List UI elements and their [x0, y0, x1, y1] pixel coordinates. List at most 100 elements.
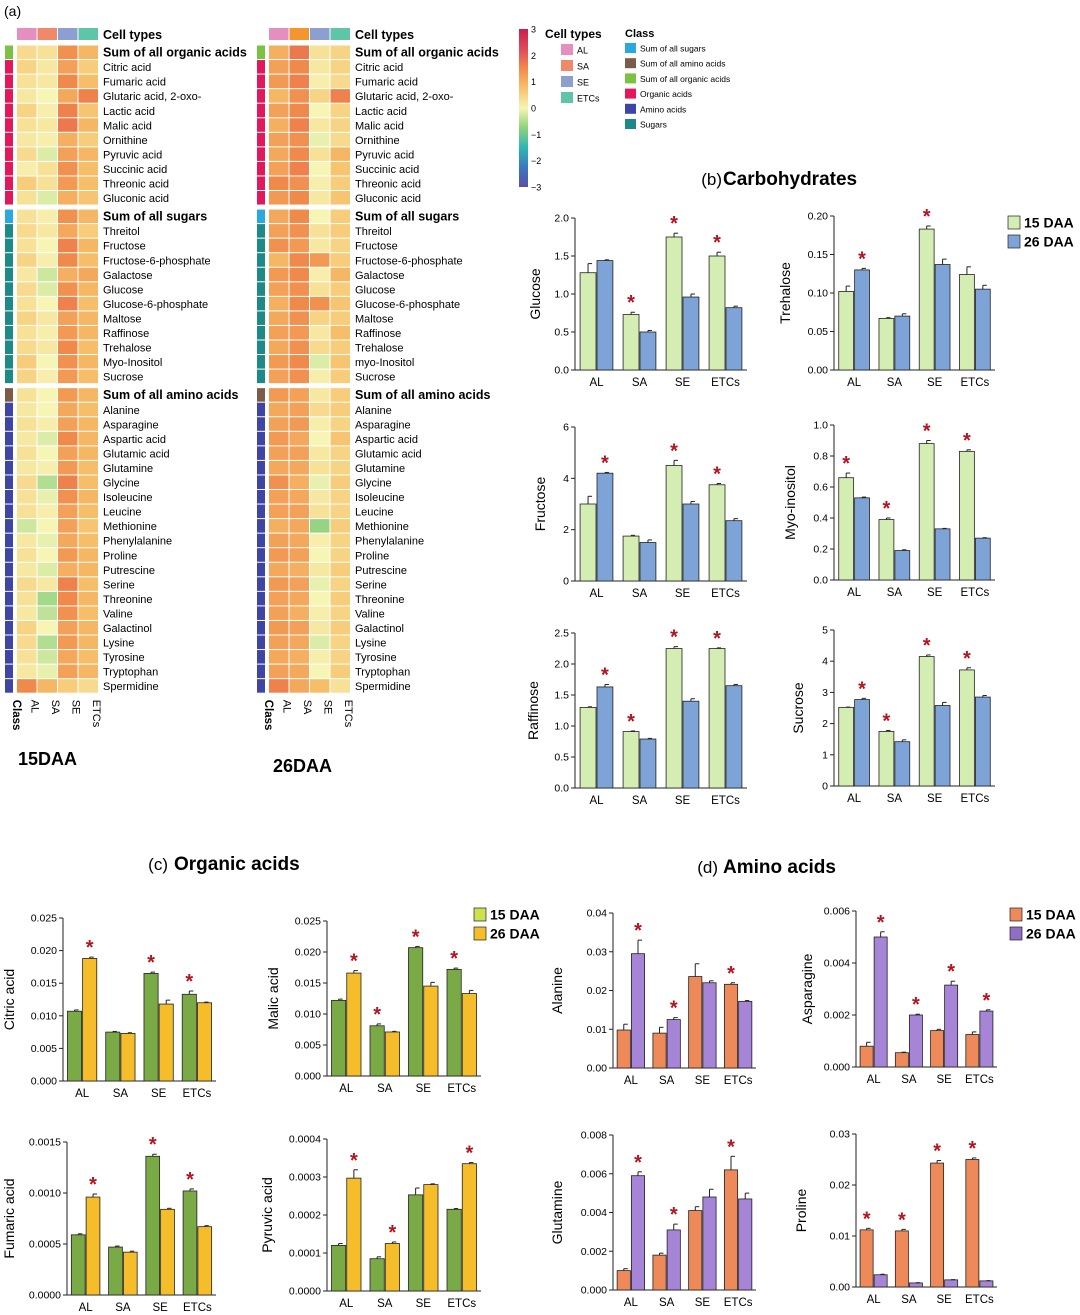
heatmap-cell [37, 402, 57, 417]
heatmap-cell [269, 296, 289, 311]
row-label: Serine [103, 579, 135, 591]
significance-star: * [627, 292, 635, 314]
row-label: Sum of all amino acids [103, 388, 238, 402]
class-swatch [5, 45, 13, 60]
cell-legend-label: SE [577, 78, 589, 88]
y-tick-label: 1 [822, 749, 828, 761]
heatmap-cell [289, 224, 309, 238]
heatmap-cell [78, 460, 98, 475]
row-label: Threonine [355, 594, 405, 606]
y-tick-label: 2.5 [554, 628, 569, 640]
heatmap-cell [269, 562, 289, 577]
row-label: Threonic acid [103, 179, 169, 191]
heatmap-cell [78, 548, 98, 562]
heatmap-cell [269, 388, 289, 402]
heatmap-cell [330, 591, 350, 606]
heatmap-cell [289, 176, 309, 190]
heatmap-cell [78, 161, 98, 176]
bar [918, 228, 935, 371]
row-label: Leucine [103, 507, 142, 519]
bar [143, 973, 159, 1082]
y-tick-label: 0.02 [830, 1180, 851, 1192]
heatmap-cell [37, 325, 57, 340]
y-tick-label: 0.00 [830, 1282, 851, 1294]
heatmap-cell [269, 577, 289, 591]
y-tick-label: 1.5 [554, 690, 569, 702]
heatmap-cell [37, 296, 57, 311]
significance-star: * [923, 206, 931, 228]
heatmap-cell [330, 417, 350, 431]
row-label: Succinic acid [355, 164, 419, 176]
bar [682, 700, 700, 789]
bar [979, 1280, 994, 1288]
column-label: AL [280, 700, 292, 713]
bar [652, 1032, 667, 1069]
scale-tick: 3 [531, 25, 536, 35]
class-swatch [5, 132, 13, 147]
class-swatch [5, 591, 13, 606]
significance-star: * [727, 1136, 735, 1158]
y-tick-label: 0.000 [581, 1285, 607, 1297]
heatmap-cell [310, 577, 330, 591]
class-swatch [5, 369, 13, 384]
x-tick-label: ETCs [961, 587, 990, 599]
bar [70, 1234, 86, 1296]
heatmap-cell [78, 402, 98, 417]
y-tick-label: 0.03 [830, 1129, 851, 1141]
heatmap-cell [269, 369, 289, 384]
y-tick-label: 0 [563, 576, 569, 588]
class-swatch [5, 460, 13, 475]
class-swatch [5, 635, 13, 650]
row-label: Succinic acid [103, 164, 167, 176]
heatmap-cell [78, 591, 98, 606]
row-label: Methionine [103, 521, 157, 533]
heatmap-cell [37, 60, 57, 74]
bar [974, 696, 991, 787]
cell-types-legend: Cell types AL SA SE ETCs [545, 27, 602, 104]
bar [158, 1003, 174, 1082]
row-label: Threitol [103, 226, 140, 238]
heatmap-cell [17, 679, 37, 693]
x-tick-label: SA [377, 1298, 393, 1310]
class-swatch [5, 355, 13, 369]
row-label: Ornithine [103, 135, 148, 147]
row-label: Ornithine [355, 135, 400, 147]
bar [369, 1258, 385, 1292]
heatmap-cell [78, 253, 98, 267]
series-legend-swatch [1007, 215, 1021, 230]
heatmap-cell [289, 118, 309, 132]
heatmap-cell [310, 282, 330, 296]
heatmap-cell [58, 176, 78, 190]
chart-glucose: 0.0 0.5 1.0 1.5 2.0 Glucose AL * SA * SE * ETCs [527, 213, 747, 389]
y-tick-label: 1.5 [554, 251, 569, 263]
bar [85, 1196, 101, 1296]
bar [854, 497, 870, 581]
y-tick-label: 0.000 [824, 1062, 850, 1074]
heatmap-cell [310, 635, 330, 650]
x-tick-label: SE [416, 1298, 432, 1310]
bar [930, 1162, 945, 1288]
heatmap-cell [289, 369, 309, 384]
class-legend-label: Organic acids [640, 89, 692, 99]
y-axis-title: Trehalose [777, 262, 793, 324]
heatmap-cell [289, 147, 309, 161]
y-tick-label: 0.2 [813, 544, 828, 556]
class-swatch [5, 325, 13, 340]
scale-tick: −3 [531, 183, 541, 193]
heatmap-cell [330, 369, 350, 384]
x-tick-label: SA [887, 793, 903, 805]
heatmap-cell [310, 490, 330, 504]
significance-star: * [670, 440, 678, 462]
class-swatch [5, 504, 13, 519]
heatmap-cell [37, 355, 57, 369]
series-legend-label: 15 DAA [1026, 907, 1076, 923]
row-label: Glucose [103, 284, 143, 296]
heatmap-cell [310, 431, 330, 446]
significance-star: * [923, 421, 931, 443]
heatmap-cell [37, 45, 57, 60]
bar [82, 958, 98, 1082]
row-label: Sucrose [103, 372, 143, 384]
heatmap-cell [17, 460, 37, 475]
x-tick-label: ETCs [447, 1298, 476, 1310]
heatmap-cell [310, 475, 330, 489]
